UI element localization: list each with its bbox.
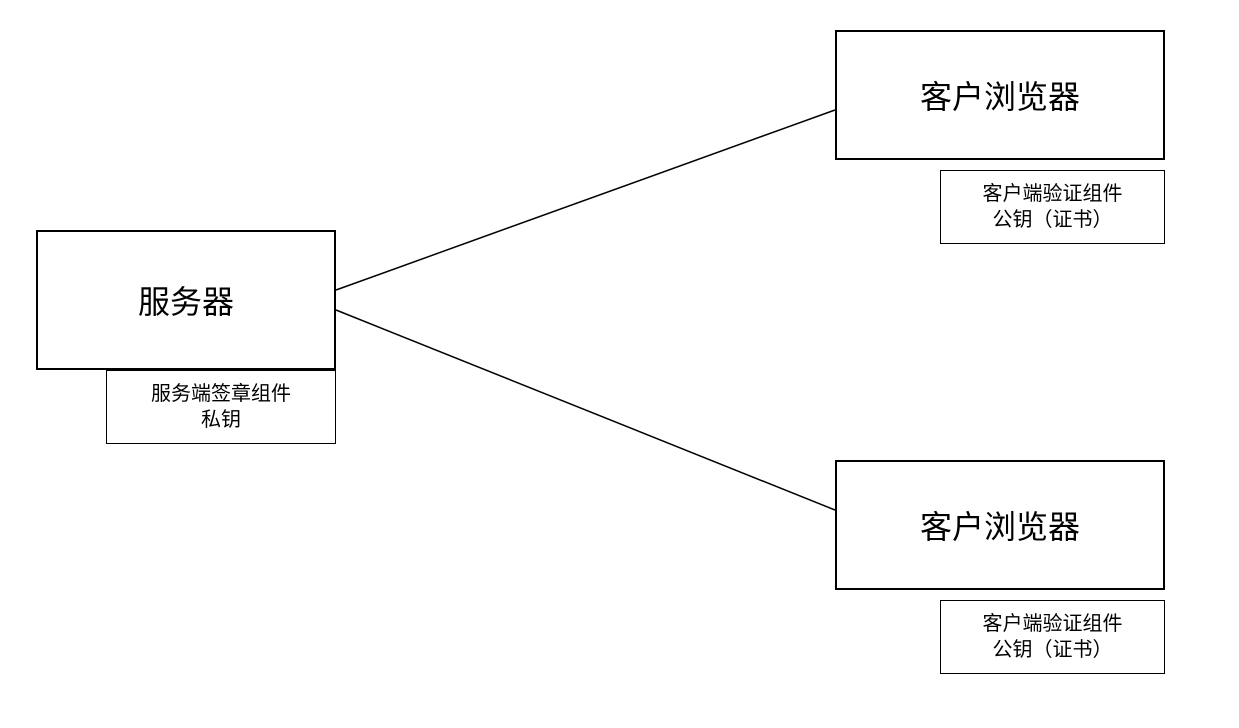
client2-sub-label: 客户端验证组件公钥（证书） <box>983 611 1123 663</box>
edge-server-client1 <box>336 110 835 290</box>
client2-node: 客户浏览器 <box>835 460 1165 590</box>
edge-server-client2 <box>336 310 835 510</box>
client2-label: 客户浏览器 <box>920 502 1080 548</box>
server-label: 服务器 <box>138 277 234 323</box>
client1-sub-label: 客户端验证组件公钥（证书） <box>983 181 1123 233</box>
client1-sub-node: 客户端验证组件公钥（证书） <box>940 170 1165 244</box>
client1-node: 客户浏览器 <box>835 30 1165 160</box>
server-sub-label: 服务端签章组件私钥 <box>151 381 291 433</box>
client2-sub-node: 客户端验证组件公钥（证书） <box>940 600 1165 674</box>
client1-label: 客户浏览器 <box>920 72 1080 118</box>
server-sub-node: 服务端签章组件私钥 <box>106 370 336 444</box>
server-node: 服务器 <box>36 230 336 370</box>
